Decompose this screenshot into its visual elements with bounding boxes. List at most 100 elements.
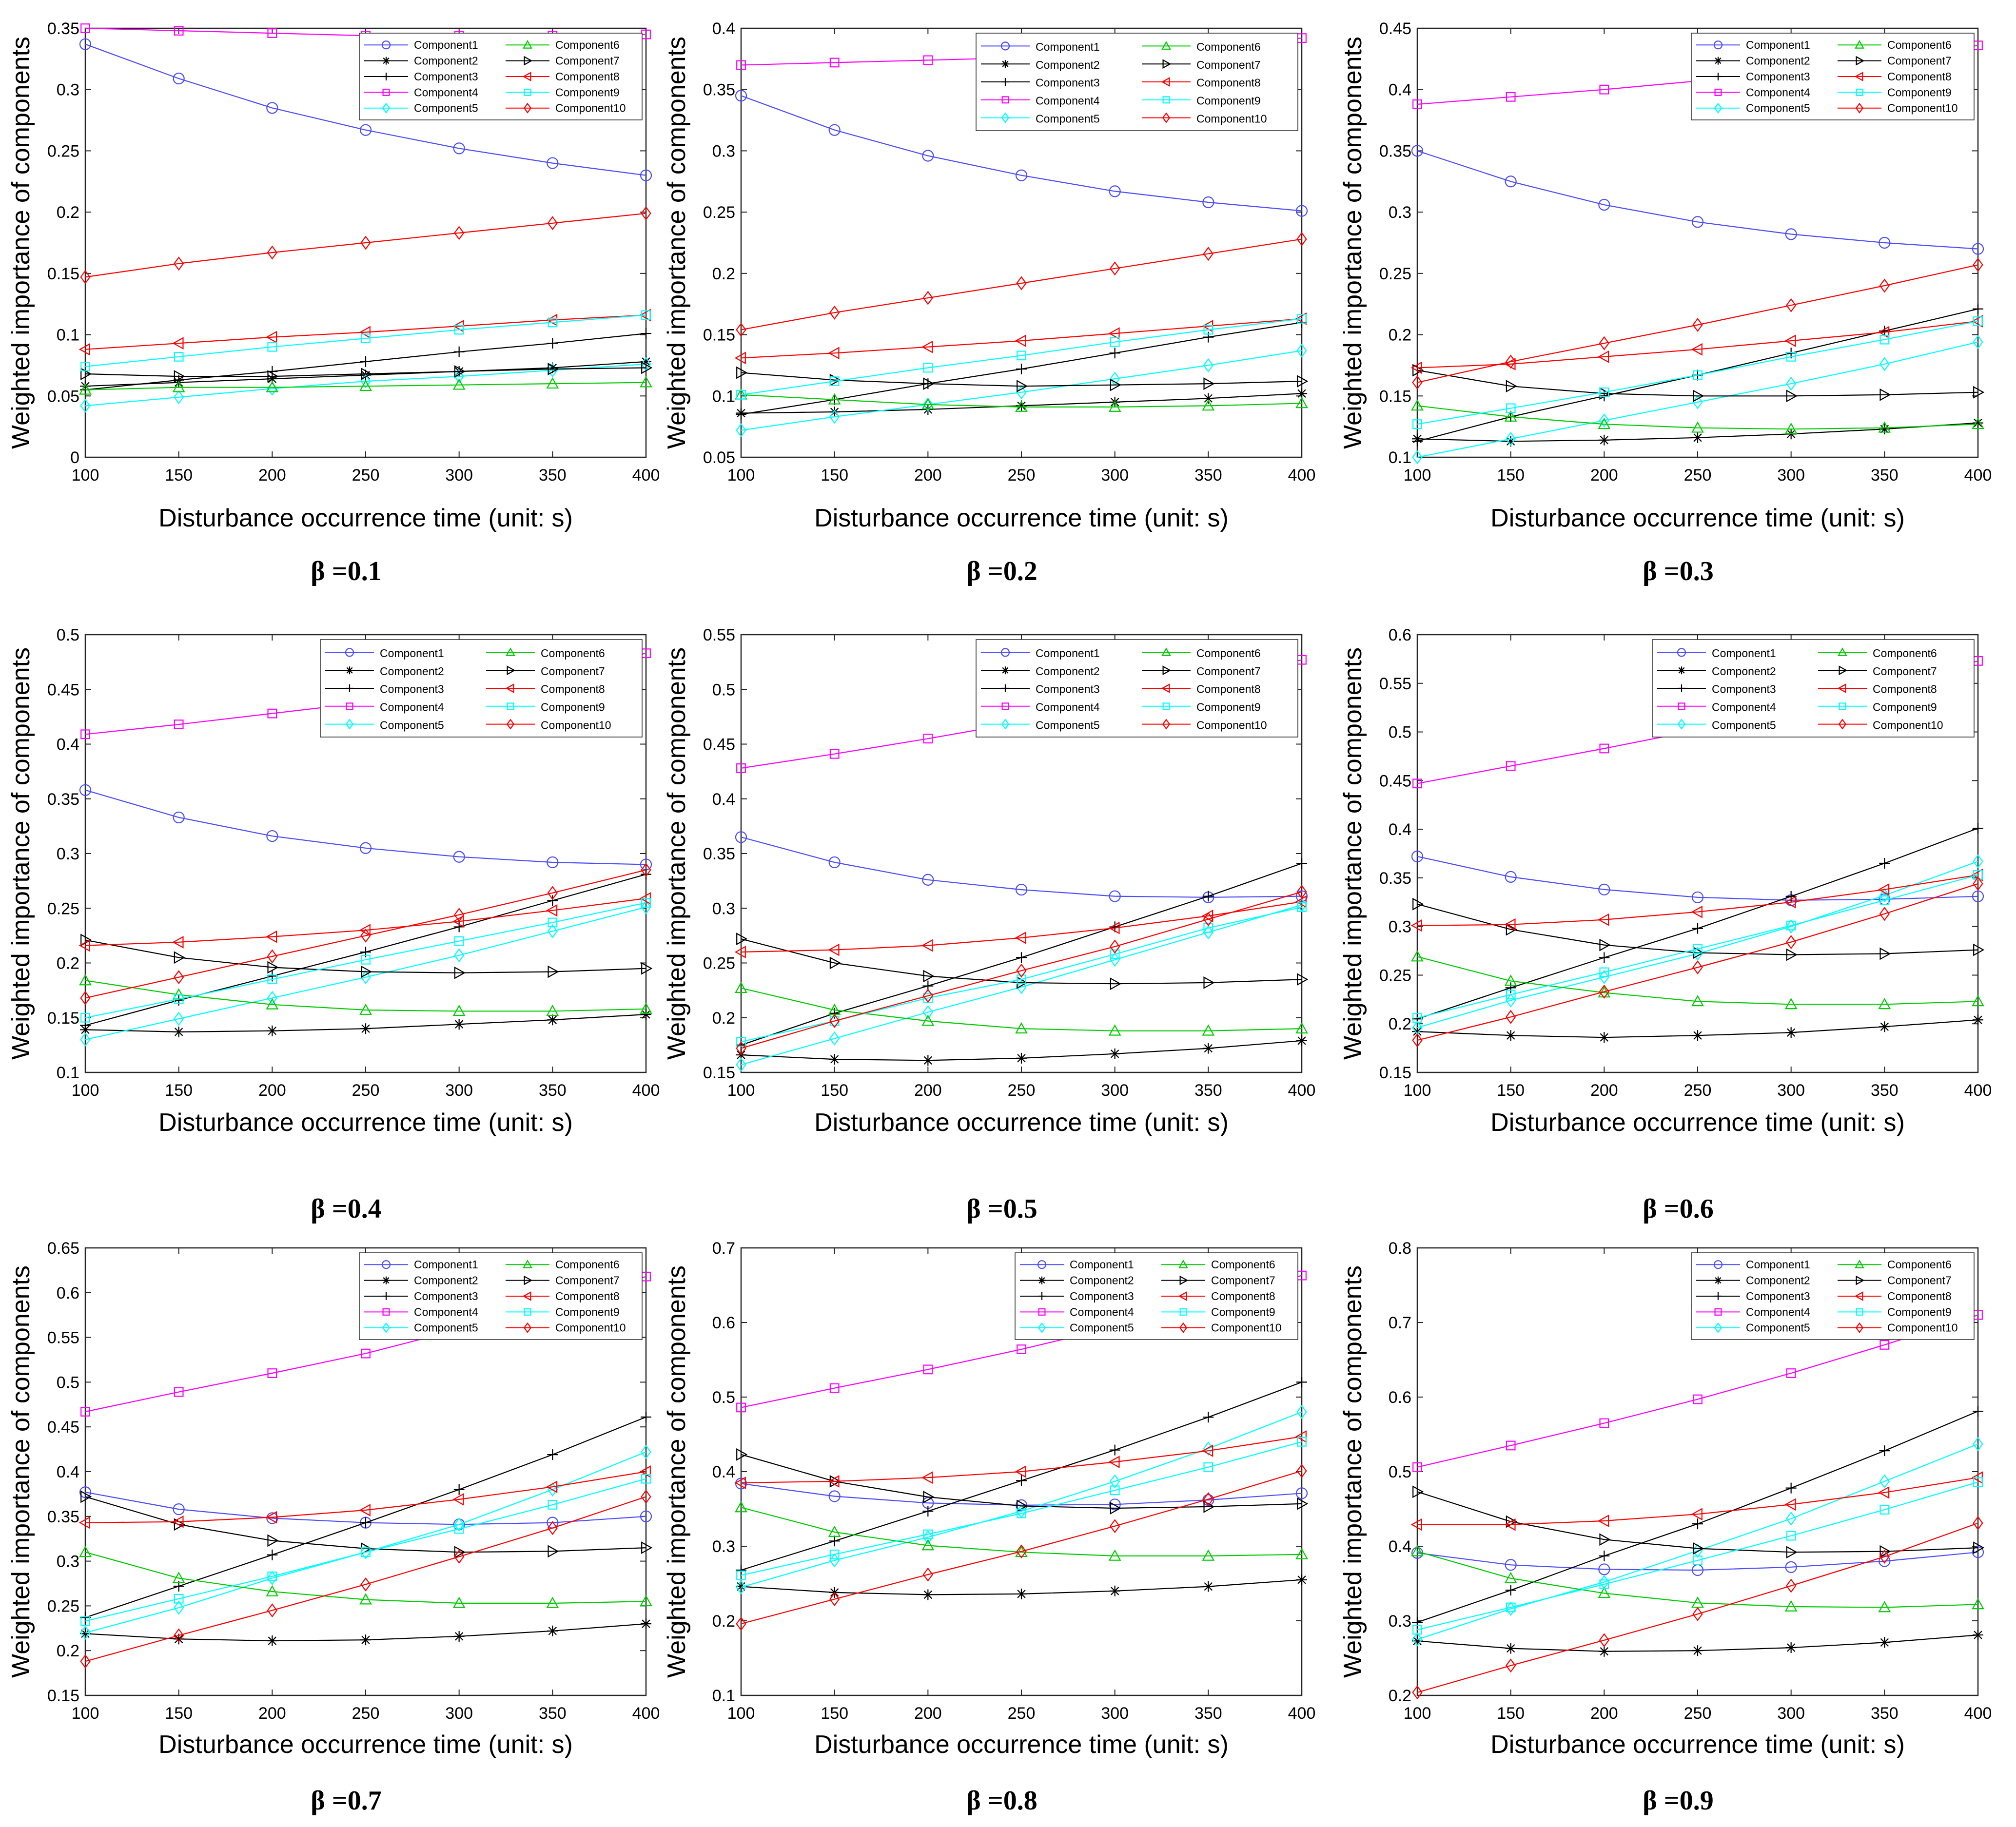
data-point bbox=[828, 1475, 840, 1488]
data-point bbox=[736, 60, 746, 70]
series-line bbox=[741, 1436, 1302, 1483]
data-point bbox=[1506, 403, 1516, 413]
data-point bbox=[1412, 1013, 1422, 1023]
data-point bbox=[1879, 1555, 1891, 1567]
data-point bbox=[360, 235, 371, 250]
x-tick-label: 350 bbox=[1194, 466, 1222, 485]
legend-label: Component2 bbox=[1070, 1274, 1134, 1287]
legend-label: Component2 bbox=[414, 55, 478, 67]
data-point bbox=[1297, 1497, 1309, 1510]
data-point bbox=[360, 1517, 371, 1528]
legend-marker bbox=[523, 1259, 532, 1268]
legend-label: Component8 bbox=[555, 1290, 620, 1302]
data-point bbox=[78, 1516, 90, 1529]
legend-label: Component9 bbox=[1873, 701, 1937, 714]
legend-label: Component9 bbox=[1211, 1305, 1275, 1318]
data-point bbox=[1599, 387, 1609, 397]
data-point bbox=[1203, 1492, 1214, 1507]
y-tick-label: 0.4 bbox=[1389, 1537, 1411, 1556]
x-tick-label: 400 bbox=[1964, 1704, 1992, 1723]
beta-caption: β =0.5 bbox=[966, 1194, 1037, 1224]
y-tick-label: 0.3 bbox=[1389, 918, 1411, 936]
x-tick-label: 250 bbox=[352, 1704, 380, 1723]
data-point bbox=[1506, 1602, 1516, 1613]
data-point bbox=[174, 1387, 184, 1397]
data-point bbox=[1296, 232, 1307, 246]
legend-label: Component8 bbox=[1873, 683, 1937, 696]
data-point bbox=[1786, 389, 1798, 403]
series-line bbox=[741, 238, 1302, 330]
series-line bbox=[1417, 341, 1978, 458]
beta-caption: β =0.1 bbox=[311, 556, 381, 586]
data-point bbox=[1109, 1474, 1120, 1489]
y-tick-label: 0.8 bbox=[1389, 1239, 1411, 1258]
data-point bbox=[1785, 935, 1797, 950]
data-point bbox=[1203, 377, 1215, 390]
data-point bbox=[1972, 1546, 1984, 1558]
data-point bbox=[922, 150, 934, 162]
data-point bbox=[360, 1577, 371, 1592]
series-line bbox=[741, 372, 1302, 387]
data-point bbox=[734, 351, 746, 365]
y-tick-label: 0.3 bbox=[712, 899, 735, 918]
y-axis-label: Weighted importance of components bbox=[663, 37, 691, 449]
legend-marker bbox=[1855, 102, 1864, 114]
series-line bbox=[85, 213, 646, 278]
legend-marker bbox=[1161, 683, 1170, 693]
data-point bbox=[547, 856, 559, 869]
data-point bbox=[641, 310, 651, 320]
data-point bbox=[360, 356, 371, 367]
data-point bbox=[1297, 313, 1307, 324]
data-point bbox=[1412, 436, 1423, 447]
legend-marker bbox=[507, 702, 514, 710]
series-line bbox=[741, 318, 1302, 359]
data-point bbox=[1972, 417, 1984, 429]
data-point bbox=[641, 206, 651, 221]
data-point bbox=[1108, 921, 1120, 934]
data-point bbox=[1110, 977, 1121, 991]
legend-label: Component10 bbox=[555, 102, 626, 115]
data-point bbox=[79, 1545, 92, 1557]
y-tick-label: 0.55 bbox=[47, 1329, 79, 1347]
legend-label: Component6 bbox=[1211, 1258, 1275, 1271]
data-point bbox=[267, 1635, 278, 1646]
x-tick-label: 400 bbox=[1288, 1081, 1316, 1100]
y-tick-label: 0.4 bbox=[1389, 81, 1411, 99]
y-axis-label: Weighted importance of components bbox=[7, 1265, 35, 1678]
data-point bbox=[1784, 334, 1796, 348]
data-point bbox=[1109, 1048, 1120, 1059]
data-point bbox=[1973, 417, 1983, 428]
data-point bbox=[173, 1633, 184, 1645]
legend: Component1 Component2 Component3 Component4… bbox=[1015, 1252, 1298, 1340]
data-point bbox=[1693, 1542, 1704, 1555]
data-point bbox=[1879, 1340, 1890, 1350]
x-tick-label: 350 bbox=[539, 466, 567, 485]
data-point bbox=[736, 1448, 748, 1461]
beta-caption: β =0.9 bbox=[1643, 1786, 1713, 1816]
series-line bbox=[741, 901, 1302, 953]
data-point bbox=[453, 346, 465, 357]
chart-panel: 0 0.05 0.1 0.15 0.2 0.25 0.3 0.35 100 150 200 250 30… bbox=[7, 19, 660, 586]
legend-label: Component6 bbox=[1873, 647, 1937, 660]
data-point bbox=[1017, 1344, 1026, 1354]
y-tick-label: 0.7 bbox=[1389, 1314, 1411, 1332]
data-point bbox=[1599, 1579, 1609, 1589]
y-tick-label: 0.15 bbox=[47, 265, 79, 283]
data-point bbox=[266, 330, 277, 344]
data-point bbox=[1599, 413, 1610, 428]
legend-marker bbox=[1856, 88, 1863, 96]
y-tick-label: 0 bbox=[70, 448, 79, 467]
x-axis-label: Disturbance occurrence time (unit: s) bbox=[814, 504, 1229, 532]
x-tick-label: 100 bbox=[72, 1704, 99, 1723]
x-tick-label: 350 bbox=[539, 1081, 567, 1100]
beta-caption: β =0.6 bbox=[1643, 1194, 1713, 1224]
data-point bbox=[828, 124, 841, 136]
data-point bbox=[1411, 399, 1424, 411]
legend-marker bbox=[1001, 702, 1009, 710]
data-point bbox=[1505, 436, 1516, 447]
beta-caption: β =0.3 bbox=[1643, 556, 1713, 586]
data-point bbox=[267, 28, 277, 38]
data-point bbox=[173, 970, 184, 985]
data-point bbox=[360, 970, 371, 985]
data-point bbox=[1505, 431, 1516, 446]
